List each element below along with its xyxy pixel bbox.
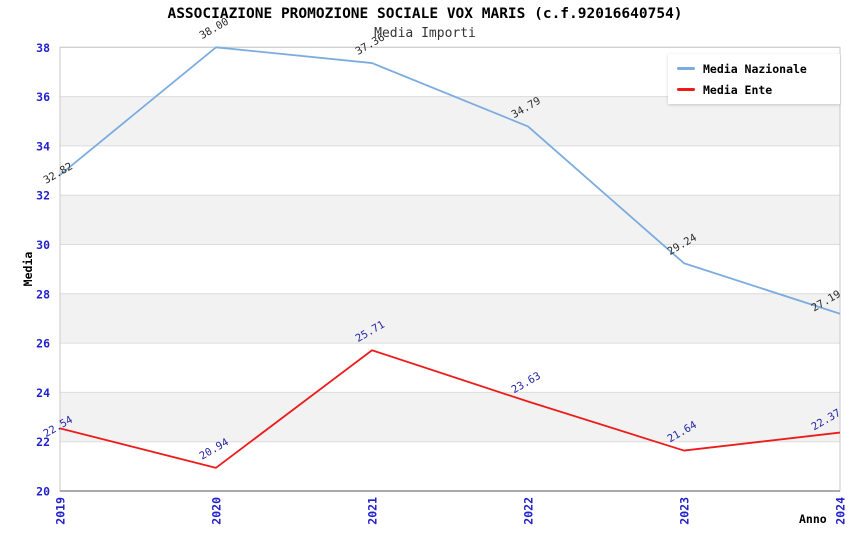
plot-band (60, 195, 840, 245)
series-line-media-nazionale (59, 46, 841, 315)
legend: Media Nazionale Media Ente (668, 54, 840, 104)
y-tick-label: 20 (36, 485, 50, 499)
legend-label-media-ente: Media Ente (703, 82, 773, 97)
y-tick-label: 24 (36, 386, 50, 400)
y-tick-label: 36 (36, 90, 50, 104)
y-tick-label: 28 (36, 287, 50, 301)
plot-band (60, 392, 840, 442)
y-tick-label: 26 (36, 337, 50, 351)
legend-item-media-ente: Media Ente (668, 83, 840, 97)
data-point-label: 32.82 (42, 160, 75, 186)
x-tick-label: 2019 (54, 497, 68, 525)
media-nazionale-line-swatch-icon (677, 67, 695, 70)
legend-item-media-nazionale: Media Nazionale (668, 62, 840, 76)
x-tick-label: 2022 (522, 497, 536, 525)
x-tick-label: 2023 (678, 497, 692, 525)
chart-title: ASSOCIAZIONE PROMOZIONE SOCIALE VOX MARI… (167, 6, 683, 22)
legend-label-media-nazionale: Media Nazionale (703, 61, 807, 76)
x-tick-label: 2021 (366, 497, 380, 525)
x-tick-label: 2024 (834, 497, 848, 525)
y-tick-label: 22 (36, 435, 50, 449)
x-tick-label: 2020 (210, 497, 224, 525)
y-tick-label: 34 (36, 139, 50, 153)
data-point-label: 38.00 (198, 16, 231, 42)
chart-subtitle: Media Importi (374, 26, 476, 41)
y-tick-label: 38 (36, 41, 50, 55)
media-ente-line-swatch-icon (677, 88, 695, 91)
plot-band (60, 96, 840, 146)
y-tick-label: 30 (36, 238, 50, 252)
data-point-label: 37.36 (354, 31, 387, 57)
x-axis-title: Anno (799, 512, 827, 526)
y-tick-label: 32 (36, 189, 50, 203)
plot-band (60, 293, 840, 344)
series-line-media-ente (59, 349, 841, 469)
